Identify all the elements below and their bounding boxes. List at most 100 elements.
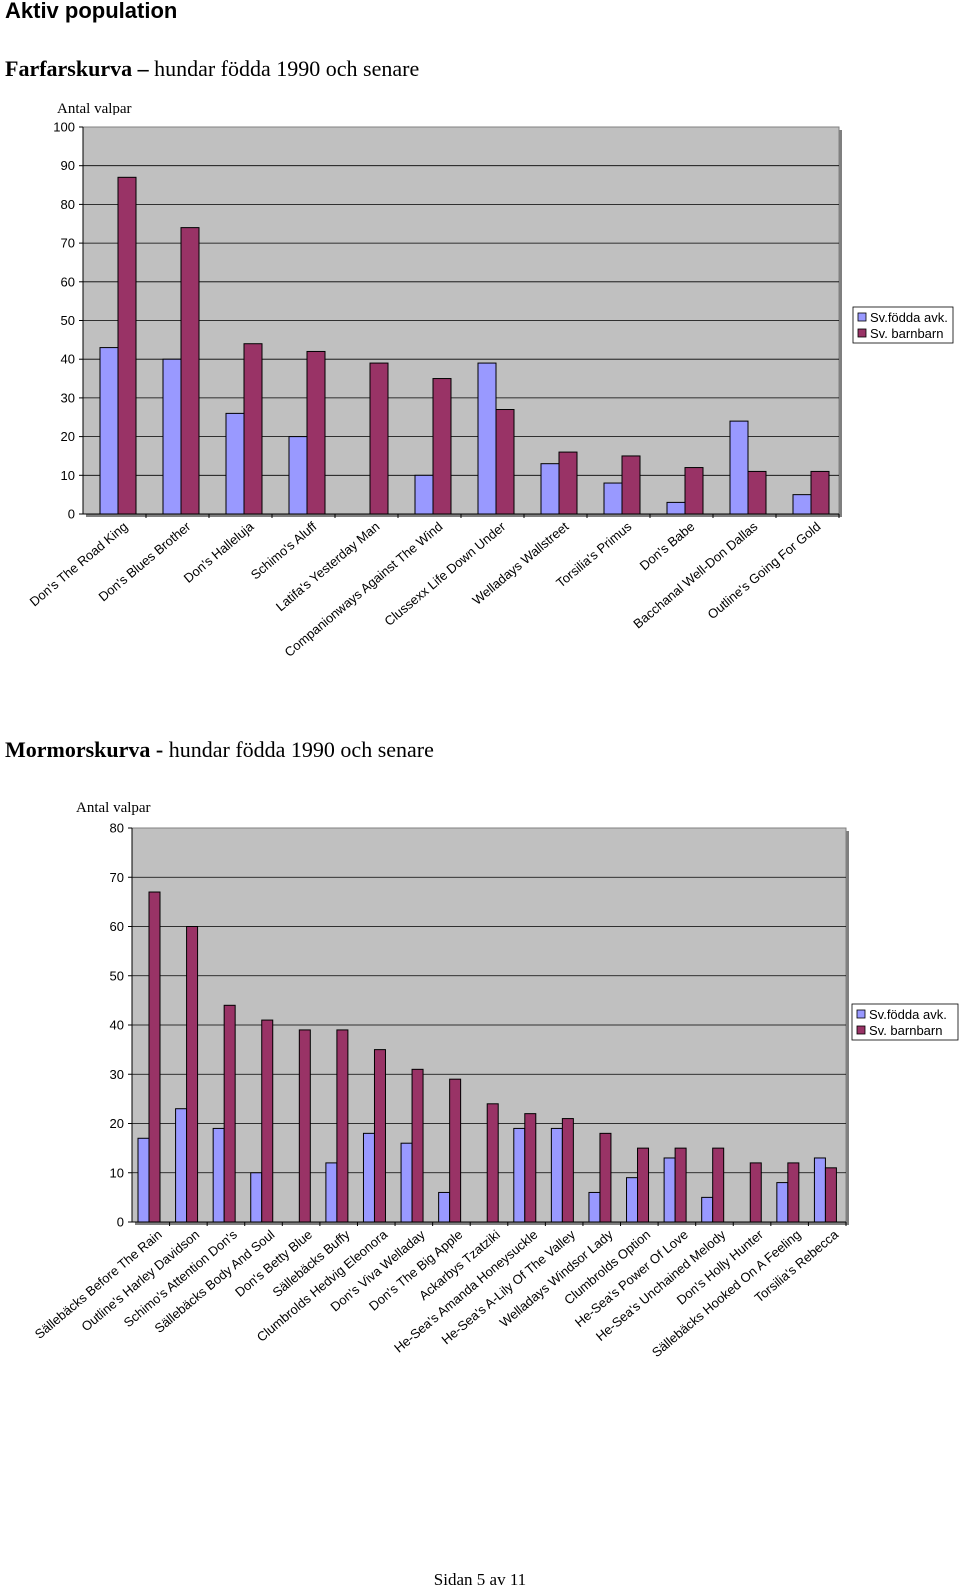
chart1-title-rest: hundar födda 1990 och senare: [148, 56, 420, 81]
chart2-bar: [561, 1118, 574, 1223]
chart1-legend: [852, 306, 954, 344]
chart2-y-tick-label: 40: [110, 1018, 124, 1033]
chart2-bar: [588, 1191, 601, 1223]
chart1-bar: [117, 176, 137, 515]
chart2-bar: [411, 1068, 424, 1223]
chart1-category-label: Don's Babe: [637, 519, 698, 573]
chart1-y-tick-label: 20: [61, 429, 75, 444]
chart1-bar: [414, 474, 434, 515]
chart1-bar: [603, 482, 623, 515]
chart1-category-label: Outline's Going For Gold: [704, 519, 823, 622]
chart2-bar: [674, 1147, 687, 1223]
chart2-bar: [712, 1147, 725, 1223]
chart2-bar: [298, 1029, 311, 1223]
chart1-bar: [729, 420, 749, 515]
chart1-bar: [288, 436, 308, 515]
chart1-bar: [792, 494, 812, 515]
chart1-category-label: Don's Halleluja: [181, 518, 257, 585]
chart2-bar: [637, 1147, 650, 1223]
chart2-bar: [813, 1157, 826, 1223]
chart1-bar: [666, 501, 686, 515]
chart1-y-tick-label: 30: [61, 390, 75, 405]
chart1-bar: [621, 455, 641, 515]
chart1-category-label: Latifa's Yesterday Man: [273, 519, 383, 614]
chart2-y-tick-label: 80: [110, 821, 124, 836]
page-heading: Aktiv population: [5, 0, 178, 23]
chart1-y-axis-label: Antal valpar: [57, 101, 132, 115]
chart2-bar: [776, 1182, 789, 1223]
chart1-y-tick-label: 40: [61, 352, 75, 367]
chart1-bar: [747, 470, 767, 515]
chart2-y-tick-label: 60: [110, 919, 124, 934]
chart2-y-axis-label: Antal valpar: [76, 800, 151, 816]
chart2-title-bold: Mormorskurva -: [5, 737, 164, 762]
chart2-bar: [148, 891, 161, 1223]
chart2-bar: [438, 1191, 451, 1223]
chart1-legend-swatch: [857, 328, 867, 338]
chart1-y-tick-label: 70: [61, 236, 75, 251]
chart1-bar: [243, 343, 263, 515]
chart2-bar: [373, 1049, 386, 1223]
chart2-bar: [212, 1127, 225, 1223]
chart2-legend-label: Sv.födda avk.: [869, 1007, 947, 1022]
chart2-y-tick-label: 50: [110, 968, 124, 983]
chart1-y-tick-label: 0: [68, 507, 75, 522]
chart2-y-tick-label: 70: [110, 870, 124, 885]
chart2-bar: [336, 1029, 349, 1223]
chart1-y-tick-label: 90: [61, 158, 75, 173]
chart2-bar: [325, 1162, 338, 1223]
chart2-y-tick-label: 30: [110, 1067, 124, 1082]
chart1-bar: [495, 409, 515, 515]
chart2-bar: [787, 1162, 800, 1223]
chart2-y-tick-label: 20: [110, 1116, 124, 1131]
chart2-bar: [524, 1113, 537, 1223]
chart1-bar: [369, 362, 389, 515]
chart1-legend-label: Sv. barnbarn: [870, 326, 943, 341]
chart1-legend-label: Sv.födda avk.: [870, 310, 948, 325]
chart1-legend-swatch: [857, 312, 867, 322]
chart1-bar: [684, 467, 704, 515]
chart2-bar: [223, 1004, 236, 1223]
chart2-bar: [550, 1127, 563, 1223]
chart1-category-label: Clussexx Life Down Under: [381, 518, 508, 628]
chart1-bar: [180, 227, 200, 515]
chart1-category-label: Bacchanal Well-Don Dallas: [630, 518, 761, 631]
chart1-bar: [540, 463, 560, 515]
chart2-bar: [362, 1132, 375, 1223]
chart2-legend-swatch: [856, 1009, 866, 1019]
chart2-bar: [701, 1196, 714, 1223]
chart2-bar: [137, 1137, 150, 1223]
chart2-y-tick-label: 0: [117, 1215, 124, 1230]
chart2-bar: [626, 1177, 639, 1223]
chart1-bar: [225, 412, 245, 515]
chart2-bar: [175, 1108, 188, 1223]
chart2-legend: [851, 1003, 959, 1041]
chart2-bar: [599, 1132, 612, 1223]
chart2-legend-label: Sv. barnbarn: [869, 1023, 942, 1038]
chart2-title: Mormorskurva - hundar födda 1990 och sen…: [5, 737, 434, 763]
chart1-y-tick-label: 60: [61, 274, 75, 289]
chart2-bar: [513, 1127, 526, 1223]
chart1-y-tick-label: 10: [61, 468, 75, 483]
chart2-bar: [749, 1162, 762, 1223]
chart2-y-tick-label: 10: [110, 1165, 124, 1180]
chart2-bar: [824, 1167, 837, 1223]
chart2-bar: [400, 1142, 413, 1223]
chart1-bar: [558, 451, 578, 515]
chart1-bar: [99, 347, 119, 515]
chart2-bar: [663, 1157, 676, 1223]
page-footer: Sidan 5 av 11: [433, 1570, 527, 1589]
chart2-bar: [250, 1172, 263, 1223]
chart2-title-rest: hundar födda 1990 och senare: [163, 737, 434, 762]
chart1-bar: [477, 362, 497, 515]
chart1-y-tick-label: 80: [61, 197, 75, 212]
chart2-bar: [486, 1103, 499, 1223]
chart1-y-tick-label: 50: [61, 313, 75, 328]
chart2-bar: [449, 1078, 462, 1223]
chart1-y-tick-label: 100: [53, 120, 75, 135]
chart1-title-bold: Farfarskurva –: [5, 56, 149, 81]
chart1-bar: [810, 470, 830, 515]
chart1-bar: [306, 350, 326, 515]
